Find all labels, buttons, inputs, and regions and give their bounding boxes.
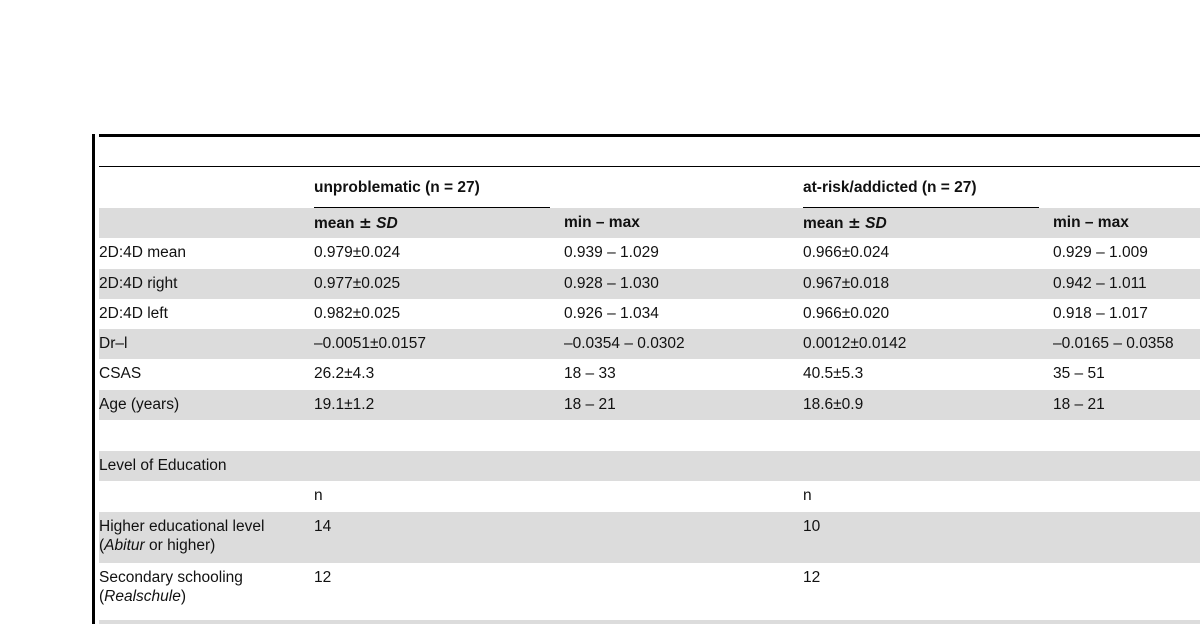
g1-range-cell: 18 – 21 [564, 395, 616, 413]
education-section-label: Level of Education [99, 457, 227, 475]
group2-underline [803, 207, 1039, 208]
table-row: 2D:4D mean 0.979±0.024 0.939 – 1.029 0.9… [99, 238, 1200, 268]
g2-mean-cell: 40.5±5.3 [803, 365, 864, 383]
g1-range-cell: 18 – 33 [564, 365, 616, 383]
row-label: 2D:4D left [99, 304, 168, 322]
g2-mean-cell: 0.966±0.024 [803, 244, 890, 262]
g2-range-cell: 0.929 – 1.009 [1053, 244, 1148, 262]
g1-minmax-header: min – max [564, 214, 640, 231]
spacer-row [99, 420, 1200, 451]
g1-mean-cell: 0.982±0.025 [314, 304, 401, 322]
g2-range-cell: 18 – 21 [1053, 395, 1105, 413]
group1-underline [314, 207, 550, 208]
education-section-row: Level of Education [99, 451, 1200, 481]
g1-mean-cell: 26.2±4.3 [314, 365, 375, 383]
g1-mean-cell: –0.0051±0.0157 [314, 335, 426, 353]
g2-mean-cell: 0.0012±0.0142 [803, 335, 907, 353]
table-row: CSAS 26.2±4.3 18 – 33 40.5±5.3 35 – 51 [99, 359, 1200, 389]
g2-count-cell: 12 [803, 568, 821, 586]
g2-minmax-header: min – max [1053, 214, 1129, 231]
g1-count-cell: 12 [314, 568, 332, 586]
g2-range-cell: 0.942 – 1.011 [1053, 274, 1147, 292]
table-row: Higher educational level (Abitur or highe… [99, 511, 1200, 563]
group-header-row: unproblematic (n = 27) at-risk/addicted … [99, 167, 1200, 208]
g1-range-cell: 0.926 – 1.034 [564, 304, 659, 322]
row-label: 2D:4D mean [99, 244, 187, 262]
g1-range-cell: 0.928 – 1.030 [564, 274, 659, 292]
g1-mean-cell: 19.1±1.2 [314, 395, 375, 413]
data-table: unproblematic (n = 27) at-risk/addicted … [99, 167, 1200, 614]
g2-range-cell: 0.918 – 1.017 [1053, 304, 1148, 322]
group2-header: at-risk/addicted (n = 27) [803, 179, 977, 196]
education-label: Higher educational level (Abitur or highe… [99, 517, 265, 554]
g2-mean-cell: 0.967±0.018 [803, 274, 890, 292]
row-label: Age (years) [99, 395, 180, 413]
next-row-strip [99, 620, 1200, 624]
g1-mean-cell: 0.977±0.025 [314, 274, 401, 292]
top-border-rule [99, 134, 1200, 137]
g2-mean-cell: 18.6±0.9 [803, 395, 864, 413]
table-row: 2D:4D right 0.977±0.025 0.928 – 1.030 0.… [99, 268, 1200, 299]
row-label: Dr–l [99, 335, 128, 353]
header-separator-rule [99, 166, 1200, 167]
g2-mean-cell: 0.966±0.020 [803, 304, 890, 322]
g1-n-label: n [314, 486, 323, 504]
g1-mean-cell: 0.979±0.024 [314, 244, 401, 262]
education-label: Secondary schooling (Realschule) [99, 568, 243, 605]
table-row: Dr–l –0.0051±0.0157 –0.0354 – 0.0302 0.0… [99, 329, 1200, 360]
g1-mean-sd-header: mean ± SD [314, 214, 398, 232]
row-label: CSAS [99, 365, 142, 383]
g1-range-cell: 0.939 – 1.029 [564, 244, 659, 262]
subheader-row: mean ± SD min – max mean ± SD min – max [99, 208, 1200, 239]
g1-count-cell: 14 [314, 517, 332, 535]
g2-count-cell: 10 [803, 517, 821, 535]
group1-header: unproblematic (n = 27) [314, 179, 480, 196]
education-n-header-row: n n [99, 481, 1200, 512]
g2-range-cell: 35 – 51 [1053, 365, 1105, 383]
table-row: 2D:4D left 0.982±0.025 0.926 – 1.034 0.9… [99, 299, 1200, 329]
g2-n-label: n [803, 486, 812, 504]
table-row: Age (years) 19.1±1.2 18 – 21 18.6±0.9 18… [99, 389, 1200, 421]
row-label: 2D:4D right [99, 274, 178, 292]
g1-range-cell: –0.0354 – 0.0302 [564, 335, 685, 353]
g2-range-cell: –0.0165 – 0.0358 [1053, 335, 1174, 353]
left-border-rule [92, 134, 95, 624]
g2-mean-sd-header: mean ± SD [803, 214, 887, 232]
table-row: Secondary schooling (Realschule) 12 12 [99, 563, 1200, 614]
